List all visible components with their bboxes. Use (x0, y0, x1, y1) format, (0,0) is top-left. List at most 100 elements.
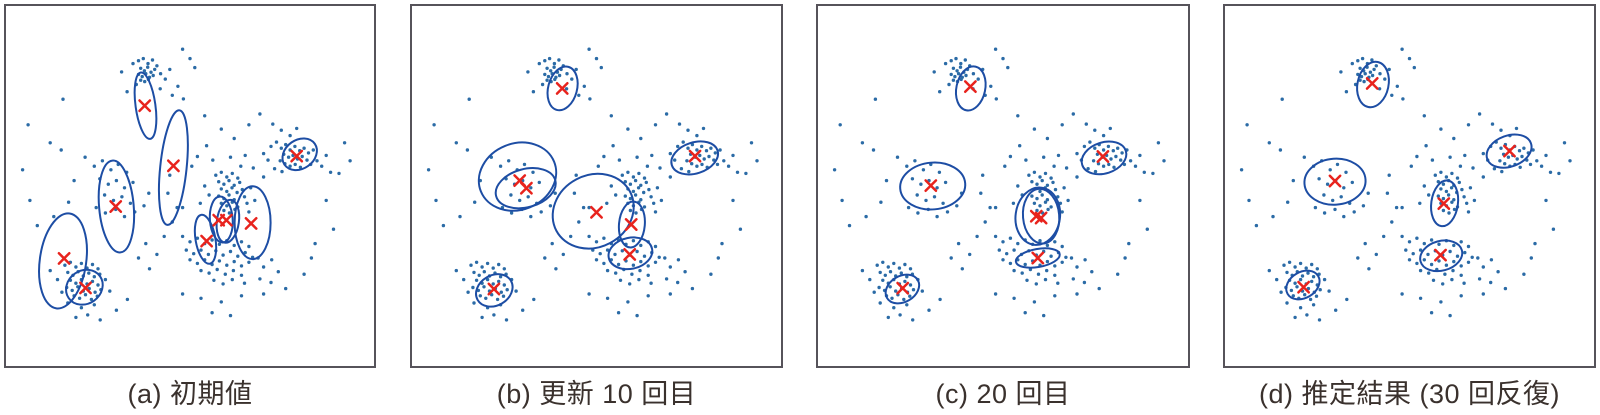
scatter-point (485, 277, 490, 282)
scatter-point (574, 173, 578, 177)
scatter-point (1528, 162, 1533, 167)
scatter-point (1394, 205, 1399, 210)
scatter-point (1060, 123, 1064, 127)
scatter-point (594, 56, 599, 61)
scatter-point (188, 56, 192, 61)
scatter-point (993, 292, 998, 296)
scatter-point (491, 266, 495, 270)
scatter-point (227, 178, 231, 183)
scatter-point (490, 293, 494, 297)
scatter-point (1342, 214, 1346, 219)
scatter-point (1311, 303, 1316, 307)
scatter-point (537, 61, 541, 66)
scatter-point (626, 170, 630, 174)
scatter-point (28, 198, 32, 203)
scatter-point (644, 180, 648, 185)
scatter-point (1470, 255, 1474, 259)
scatter-point (905, 164, 909, 168)
scatter-point (1016, 184, 1020, 188)
scatter-point (1027, 173, 1031, 177)
scatter-point (1431, 278, 1436, 282)
scatter-point (102, 193, 107, 197)
scatter-point (195, 261, 200, 266)
scatter-point (1280, 97, 1284, 101)
scatter-point (122, 186, 127, 190)
scatter-point (881, 278, 885, 282)
scatter-point (1430, 158, 1435, 162)
scatter-point (879, 200, 883, 204)
cluster-mean-cross (1031, 251, 1045, 265)
cluster-mean-cross (896, 281, 910, 295)
scatter-point (726, 164, 731, 168)
scatter-point (1043, 171, 1048, 176)
cluster-mean-cross (487, 282, 501, 296)
scatter-point (1450, 200, 1454, 204)
scatter-point (1426, 252, 1430, 257)
scatter-point (491, 282, 495, 286)
scatter-point (860, 141, 865, 145)
scatter-point (98, 318, 102, 322)
scatter-point (120, 195, 124, 199)
scatter-point (155, 64, 159, 68)
scatter-point (1310, 279, 1314, 284)
scatter-point (886, 315, 890, 320)
scatter-point (1108, 126, 1112, 131)
scatter-point (679, 167, 684, 171)
scatter-point (1049, 254, 1053, 258)
scatter-point (938, 90, 942, 94)
scatter-point (543, 59, 547, 63)
scatter-point (158, 87, 162, 91)
scatter-point (1433, 173, 1437, 177)
scatter-point (1533, 241, 1537, 246)
scatter-point (1035, 208, 1039, 213)
scatter-point (1387, 67, 1391, 72)
scatter-point (222, 182, 226, 186)
scatter-point (1049, 205, 1053, 209)
cluster-mean-cross (555, 81, 569, 95)
scatter-point (236, 254, 240, 258)
scatter-point (1025, 278, 1029, 282)
cluster-mean-cross (519, 181, 533, 195)
scatter-point (587, 234, 591, 239)
gaussian-covariance-ellipse (546, 65, 579, 112)
scatter-point (162, 234, 166, 239)
scatter-point (230, 186, 234, 190)
panel-b-plot (410, 4, 783, 368)
scatter-point (658, 166, 662, 170)
scatter-point (897, 266, 902, 270)
scatter-point (1415, 261, 1419, 266)
scatter-point (1450, 171, 1454, 176)
scatter-point (1418, 201, 1422, 205)
scatter-point (911, 318, 915, 322)
cluster-mean-cross (244, 216, 258, 230)
gaussian-covariance-ellipse (65, 268, 104, 306)
scatter-point (1344, 90, 1349, 94)
scatter-point (211, 158, 215, 162)
scatter-point (649, 281, 653, 285)
scatter-point (1032, 300, 1037, 304)
scatter-point (529, 186, 533, 190)
scatter-point (1318, 288, 1322, 292)
scatter-point (686, 146, 690, 150)
scatter-point (225, 189, 229, 194)
scatter-point (223, 272, 227, 276)
scatter-point (1035, 182, 1039, 186)
scatter-point (214, 173, 218, 177)
scatter-point (1437, 259, 1441, 263)
scatter-point (731, 153, 735, 158)
scatter-point (919, 182, 923, 186)
scatter-point (221, 282, 225, 286)
scatter-point (620, 249, 624, 253)
scatter-point (1562, 141, 1567, 145)
scatter-point (587, 292, 591, 296)
scatter-point (1308, 297, 1313, 302)
scatter-point (1254, 223, 1259, 228)
scatter-point (1285, 270, 1289, 275)
scatter-point (921, 168, 926, 172)
scatter-point (1030, 180, 1034, 184)
scatter-point (114, 178, 119, 183)
scatter-point (166, 191, 170, 195)
scatter-point (1075, 292, 1079, 296)
cluster-mean-cross (138, 99, 152, 113)
scatter-point (690, 286, 695, 291)
